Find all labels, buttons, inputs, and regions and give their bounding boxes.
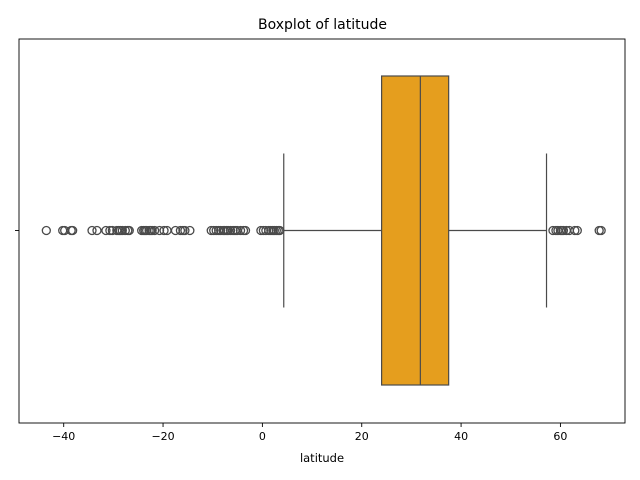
x-axis-label: latitude (300, 451, 344, 465)
x-tick-label: −20 (151, 430, 174, 443)
outlier-point (149, 225, 160, 236)
outlier-point (101, 225, 111, 236)
outlier-point (275, 225, 285, 236)
outlier-point (175, 225, 186, 236)
outlier-point (223, 225, 233, 236)
outlier-point (67, 225, 78, 236)
plot-area (41, 75, 606, 386)
outlier-point (124, 225, 134, 236)
box-iqr (381, 75, 450, 386)
x-axis: −40 −20 0 20 40 60 (52, 423, 567, 443)
outlier-point (120, 225, 130, 236)
outlier-point (572, 225, 582, 236)
axes-frame (18, 38, 626, 424)
outlier-point (180, 225, 190, 236)
outlier-point (41, 225, 51, 236)
outlier-point (235, 225, 246, 236)
x-tick-label: −40 (52, 430, 75, 443)
outlier-point (185, 225, 195, 236)
outlier-point (209, 225, 219, 236)
chart-title: Boxplot of latitude (258, 17, 387, 33)
outlier-point (92, 225, 102, 236)
outlier-point (596, 225, 606, 236)
outlier-point (105, 225, 115, 236)
x-tick-label: 0 (259, 430, 266, 443)
outlier-point (87, 225, 97, 236)
x-tick-label: 40 (454, 430, 468, 443)
outlier-point (117, 225, 127, 236)
outlier-point (225, 225, 236, 236)
outlier-point (240, 225, 251, 236)
outlier-point (558, 225, 569, 236)
outlier-point (570, 225, 580, 236)
x-tick-label: 60 (553, 430, 567, 443)
outlier-point (159, 225, 169, 236)
x-tick-label: 20 (355, 430, 369, 443)
